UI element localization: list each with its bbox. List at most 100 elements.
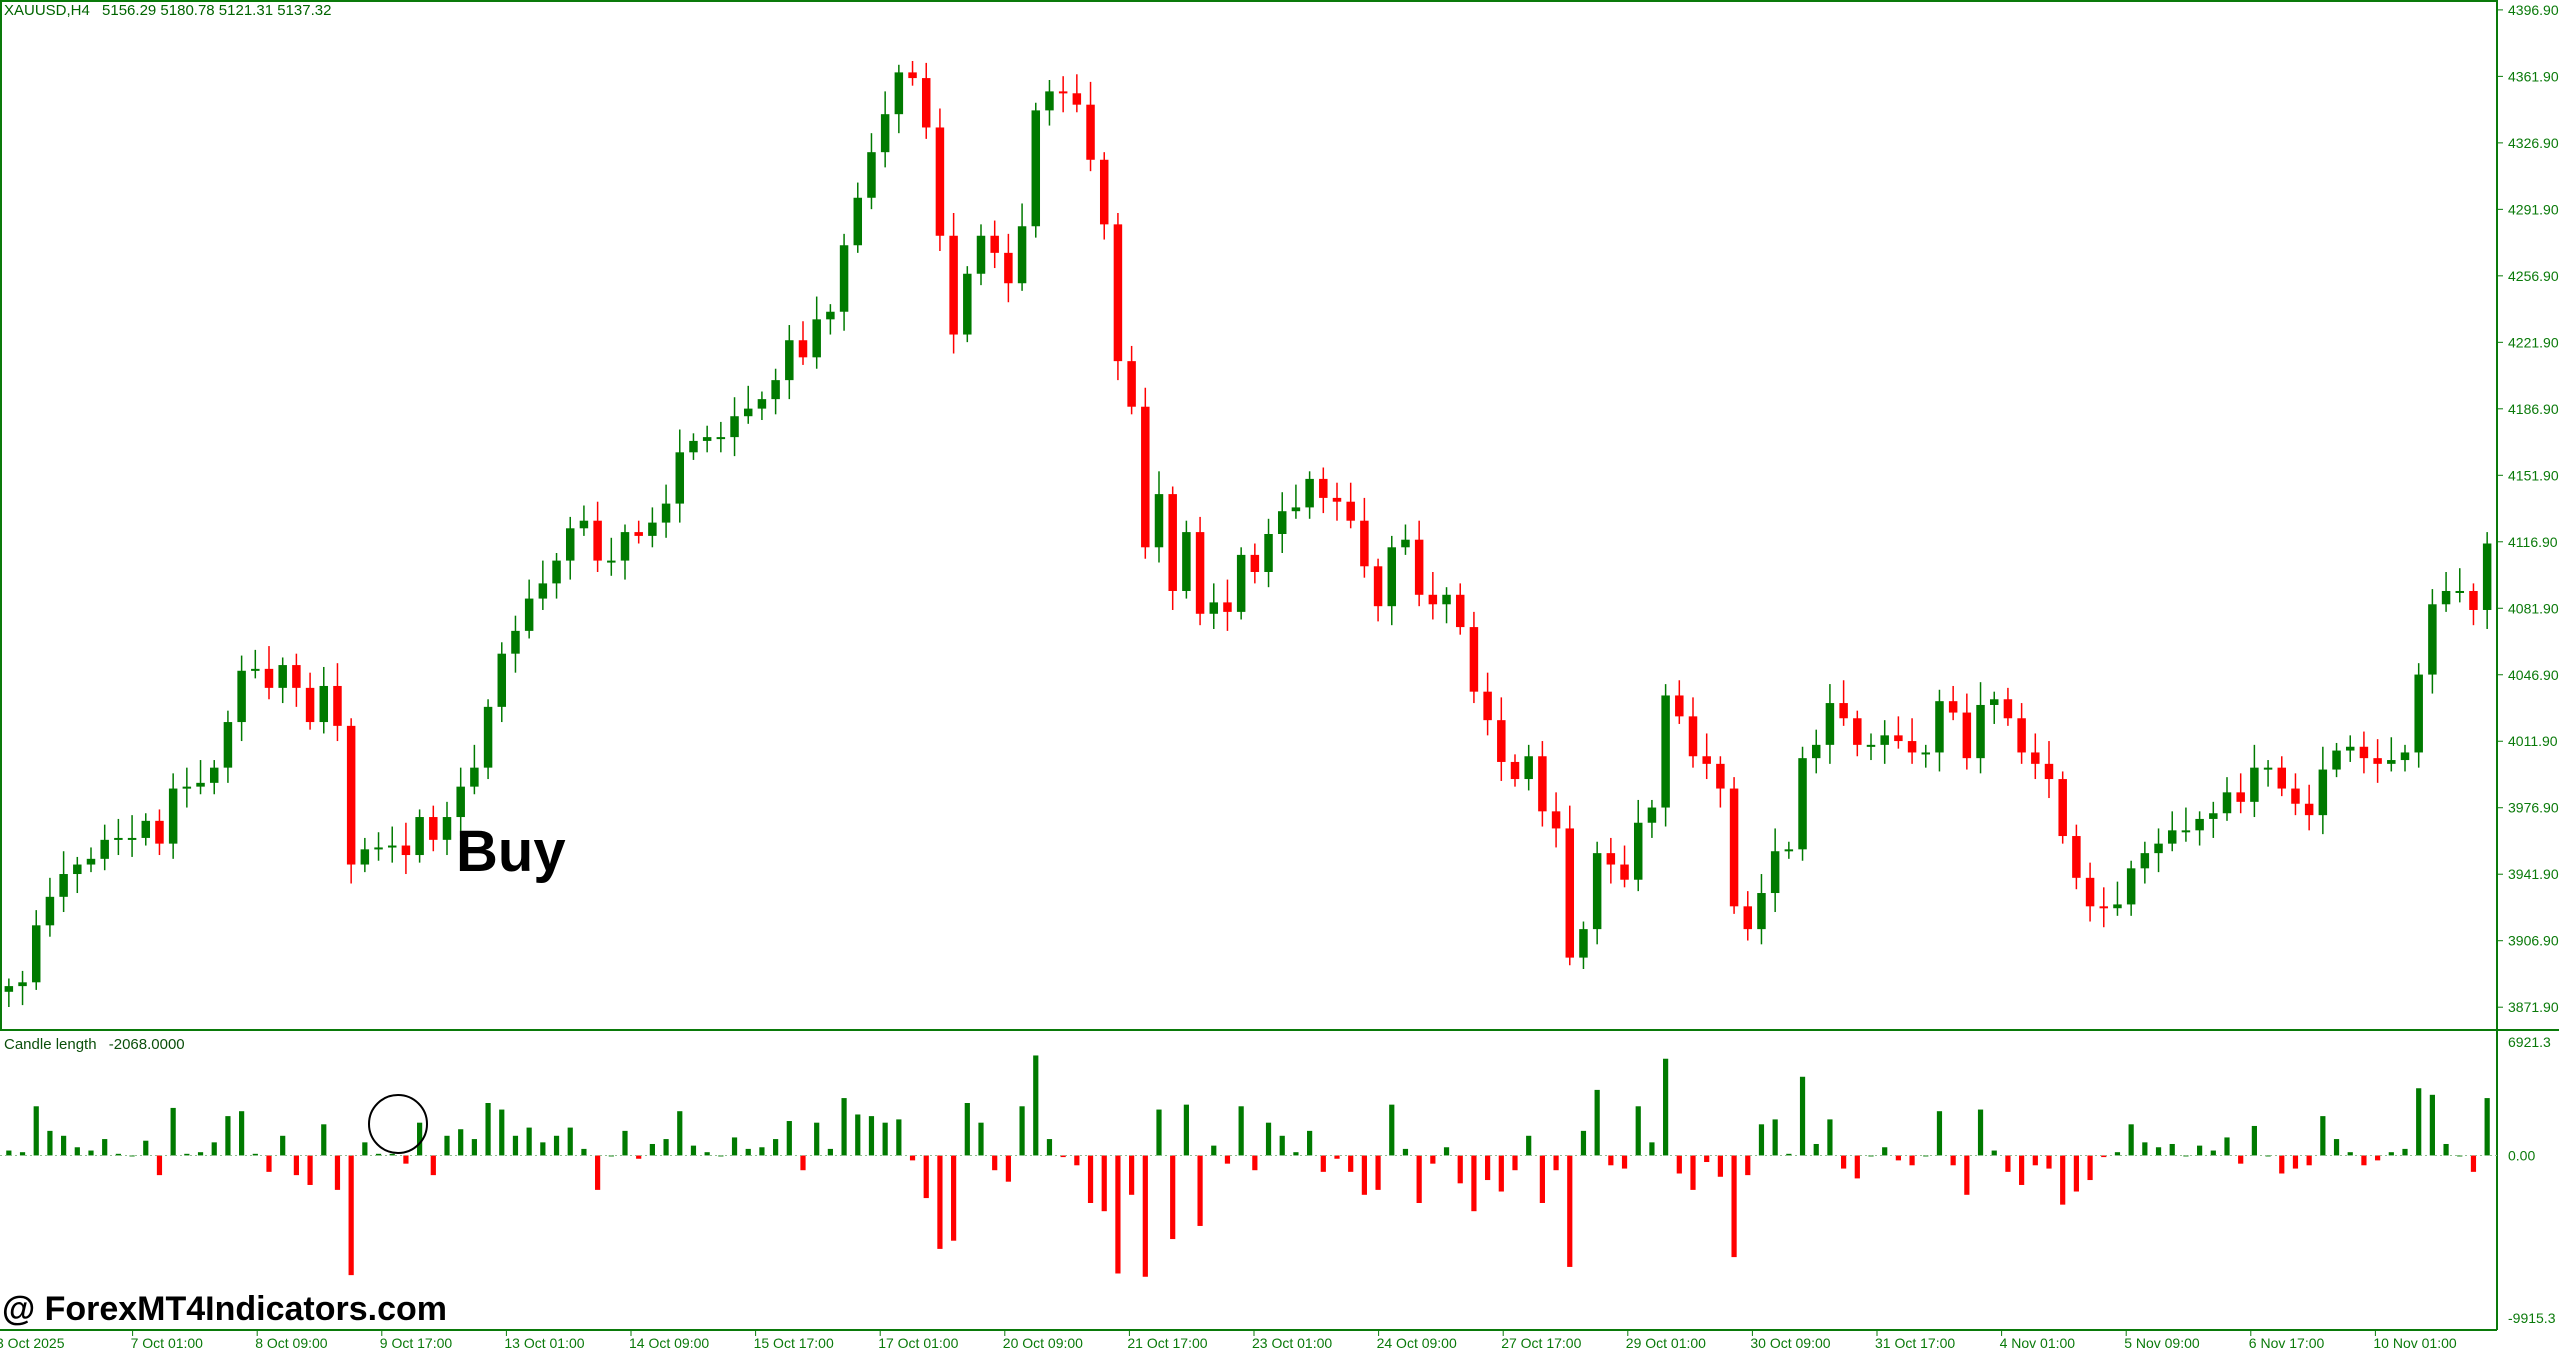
time-tick-label: 14 Oct 09:00 (629, 1335, 709, 1351)
histogram-bar (239, 1111, 245, 1156)
histogram-bar (499, 1109, 505, 1156)
candle-body (826, 311, 835, 320)
candle-body (552, 560, 561, 584)
candle-body (1401, 539, 1410, 548)
candle-body (1976, 704, 1985, 759)
candle-body (1319, 478, 1328, 498)
histogram-bar (1307, 1130, 1313, 1156)
histogram-bar (2032, 1155, 2038, 1166)
candle-body (196, 782, 205, 787)
candle-body (1195, 532, 1205, 614)
histogram-bar (115, 1153, 121, 1156)
candle-body (1743, 906, 1753, 930)
candle-body (1004, 252, 1013, 284)
histogram-bar (1786, 1153, 1792, 1156)
histogram-bar (2470, 1155, 2477, 1172)
histogram-bar (1964, 1155, 1970, 1195)
histogram-bar (1101, 1155, 1107, 1212)
histogram-bar (2019, 1155, 2025, 1185)
time-tick-label: 9 Oct 17:00 (380, 1335, 453, 1351)
histogram-bar (553, 1135, 560, 1156)
histogram-bar (2060, 1155, 2066, 1205)
histogram-bar (1279, 1135, 1285, 1156)
histogram-bar (663, 1139, 669, 1156)
histogram-bar (567, 1127, 573, 1156)
candle-body (305, 687, 315, 723)
histogram-bar (334, 1155, 341, 1190)
histogram-bar (1265, 1122, 1272, 1156)
histogram-bar (129, 1155, 135, 1157)
ohlc-values: 5156.29 5180.78 5121.31 5137.32 (102, 2, 332, 19)
candle-body (168, 788, 178, 844)
histogram-bar (143, 1140, 149, 1156)
price-tick-label: 3941.90 (2508, 866, 2559, 882)
histogram-bar (2224, 1137, 2230, 1156)
candle-body (2291, 788, 2300, 804)
candle-body (1442, 594, 1451, 605)
candle-body (18, 982, 27, 987)
candle-body (2209, 813, 2218, 819)
price-tick-label: 4361.90 (2508, 68, 2559, 84)
candle-body (1250, 554, 1260, 572)
histogram-bar (1334, 1155, 1340, 1159)
candle-body (470, 767, 479, 787)
candle-body (2469, 590, 2478, 610)
histogram-bar (2251, 1125, 2257, 1156)
price-tick-label: 3871.90 (2508, 999, 2559, 1015)
candle-body (209, 767, 219, 783)
histogram-bar (814, 1122, 820, 1156)
histogram-bar (2142, 1142, 2148, 1156)
histogram-bar (2361, 1155, 2367, 1166)
histogram-bar (156, 1155, 163, 1176)
candle-body (1045, 91, 1054, 111)
histogram-bar (1758, 1124, 1765, 1156)
price-tick-label: 4116.90 (2508, 534, 2558, 550)
candle-body (771, 380, 780, 400)
histogram-bar (1841, 1155, 1847, 1169)
candle-body (1620, 864, 1629, 880)
histogram-bar (1717, 1155, 1723, 1177)
histogram-bar (2279, 1155, 2285, 1174)
candle-body (702, 437, 712, 441)
price-tick-label: 4046.90 (2508, 667, 2559, 683)
candle-body (1633, 822, 1643, 880)
histogram-bar (992, 1155, 998, 1171)
histogram-bar (1909, 1155, 1915, 1166)
histogram-bar (2320, 1116, 2326, 1156)
histogram-bar (1156, 1109, 1162, 1156)
candle-body (1907, 741, 1917, 753)
histogram-bar (1526, 1135, 1532, 1156)
histogram-bar (1498, 1155, 1504, 1192)
signal-circle (368, 1094, 428, 1154)
candle-body (127, 837, 137, 840)
candle-body (1497, 720, 1506, 762)
histogram-bar (1238, 1106, 1244, 1156)
buy-signal-label: Buy (456, 819, 566, 884)
histogram-bar (375, 1153, 382, 1156)
histogram-bar (1348, 1155, 1354, 1172)
histogram-bar (923, 1155, 929, 1199)
candle-body (278, 665, 287, 688)
histogram-bar (1005, 1155, 1011, 1182)
histogram-bar (2073, 1155, 2079, 1192)
histogram-bar (636, 1155, 642, 1159)
candle-body (1305, 478, 1314, 508)
candle-body (1387, 547, 1397, 607)
histogram-bar (1936, 1111, 1943, 1156)
time-tick-label: 24 Oct 09:00 (1377, 1335, 1457, 1351)
histogram-bar (389, 1153, 395, 1156)
histogram-bar (622, 1130, 628, 1156)
candle-body (593, 520, 602, 561)
histogram-bar (19, 1152, 26, 1156)
price-tick-label: 4256.90 (2508, 268, 2559, 284)
indicator-tick-label: 0.00 (2508, 1147, 2535, 1163)
candle-body (935, 127, 945, 236)
histogram-bar (2114, 1152, 2121, 1156)
histogram-bar (2046, 1155, 2052, 1169)
candle-body (456, 786, 465, 818)
histogram-bar (1690, 1155, 1696, 1190)
candle-body (2414, 674, 2423, 753)
histogram-bar (896, 1119, 902, 1156)
